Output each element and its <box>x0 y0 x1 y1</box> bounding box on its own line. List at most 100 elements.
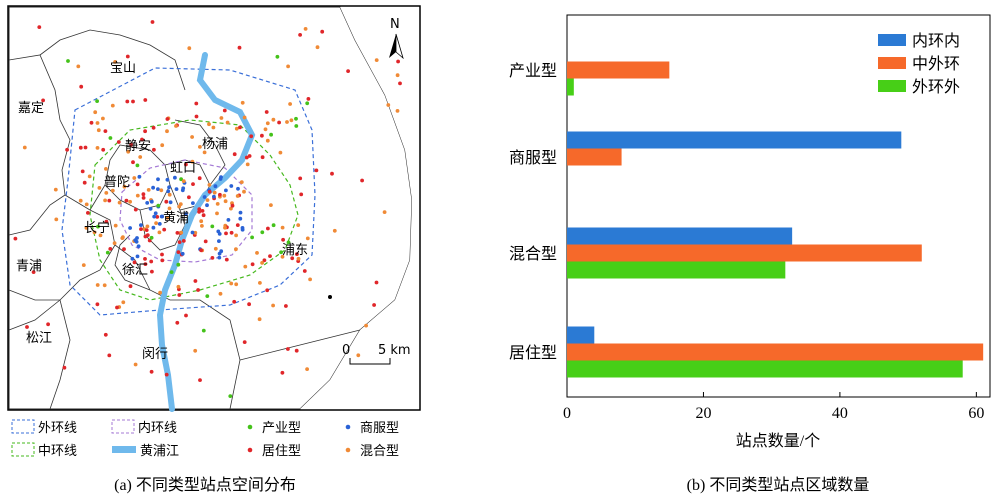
station-dot <box>315 45 320 50</box>
label-baoshan: 宝山 <box>110 61 136 76</box>
station-dot <box>95 283 100 287</box>
station-dot <box>238 216 243 221</box>
station-dot <box>234 282 239 287</box>
scale-label: 5 km <box>378 343 411 358</box>
station-dot <box>235 194 240 198</box>
station-dot <box>150 269 154 274</box>
label-qingpu: 青浦 <box>16 259 42 274</box>
station-dot <box>222 108 227 113</box>
station-dot <box>202 195 207 199</box>
station-dot <box>203 239 208 244</box>
station-dot <box>46 322 50 327</box>
station-dot <box>122 247 126 252</box>
station-dot <box>194 114 199 119</box>
station-dot <box>135 163 140 168</box>
station-dot <box>105 250 110 255</box>
station-dot <box>224 257 229 262</box>
station-dot <box>284 304 288 308</box>
station-dot <box>238 210 243 215</box>
svg-text:产业型: 产业型 <box>262 421 301 436</box>
station-dot <box>151 125 156 130</box>
station-dot <box>135 182 140 187</box>
station-dot <box>242 340 247 344</box>
station-dot <box>133 207 138 212</box>
station-dot <box>167 185 172 190</box>
station-dot <box>314 168 319 173</box>
station-dot <box>78 145 83 150</box>
station-dot <box>356 353 361 358</box>
station-dot <box>140 137 144 142</box>
station-dot <box>237 45 242 50</box>
station-dot <box>101 116 105 121</box>
station-dot <box>271 223 276 228</box>
station-dot <box>167 192 172 197</box>
svg-text:中环线: 中环线 <box>38 444 77 459</box>
station-dot <box>294 124 299 128</box>
station-dot <box>108 247 113 251</box>
label-jingan: 静安 <box>125 139 151 154</box>
station-dot <box>41 98 45 103</box>
station-dot <box>132 176 137 180</box>
station-dot <box>296 223 301 228</box>
station-dot <box>179 177 184 182</box>
label-xuhui: 徐汇 <box>122 263 148 278</box>
station-dot <box>218 291 223 296</box>
station-dot <box>165 117 170 121</box>
station-dot <box>22 145 27 150</box>
station-dot <box>279 250 283 255</box>
station-dot <box>174 124 178 128</box>
station-dot <box>280 254 285 259</box>
station-dot <box>158 290 163 295</box>
station-dot <box>159 188 164 193</box>
station-dot <box>244 155 249 160</box>
station-dot <box>212 190 217 195</box>
station-dot <box>269 132 273 137</box>
station-dot <box>184 313 188 318</box>
station-dot <box>305 236 310 241</box>
station-dot <box>66 59 70 63</box>
station-dot <box>157 230 162 235</box>
station-dot <box>135 193 140 198</box>
station-dot <box>113 60 117 64</box>
station-dot <box>164 372 169 377</box>
station-dot <box>193 230 198 235</box>
station-dot <box>143 129 148 134</box>
station-dot <box>153 211 158 216</box>
station-dot <box>290 256 295 261</box>
station-dot <box>104 219 109 224</box>
station-dot <box>219 116 224 120</box>
station-dot <box>156 203 161 208</box>
station-dot <box>193 279 198 283</box>
station-dots <box>13 20 402 398</box>
station-dot <box>166 189 171 194</box>
station-dot <box>374 58 379 62</box>
category-label: 商服型 <box>509 149 557 167</box>
station-dot <box>266 226 270 231</box>
station-dot <box>176 262 181 267</box>
station-dot <box>181 179 186 184</box>
station-dot <box>269 203 273 208</box>
station-dot <box>211 125 216 130</box>
station-dot <box>145 201 150 205</box>
station-dot <box>302 269 307 273</box>
station-dot <box>207 189 212 194</box>
station-dot <box>277 120 281 125</box>
station-dot <box>242 189 246 194</box>
station-dot <box>395 73 400 78</box>
station-dot <box>125 54 130 59</box>
station-dot <box>177 293 182 297</box>
bar-0-1 <box>567 61 670 79</box>
label-jiading: 嘉定 <box>18 101 44 116</box>
station-dot <box>25 325 29 329</box>
station-dot <box>194 101 199 106</box>
station-dot <box>247 302 252 307</box>
svg-text:外环线: 外环线 <box>38 421 77 436</box>
x-tick-label: 0 <box>563 405 571 422</box>
station-dot <box>95 99 99 103</box>
map-point <box>328 295 332 299</box>
station-dot <box>131 99 135 104</box>
station-dot <box>31 270 36 274</box>
station-dot <box>217 239 221 244</box>
station-dot <box>176 250 181 255</box>
